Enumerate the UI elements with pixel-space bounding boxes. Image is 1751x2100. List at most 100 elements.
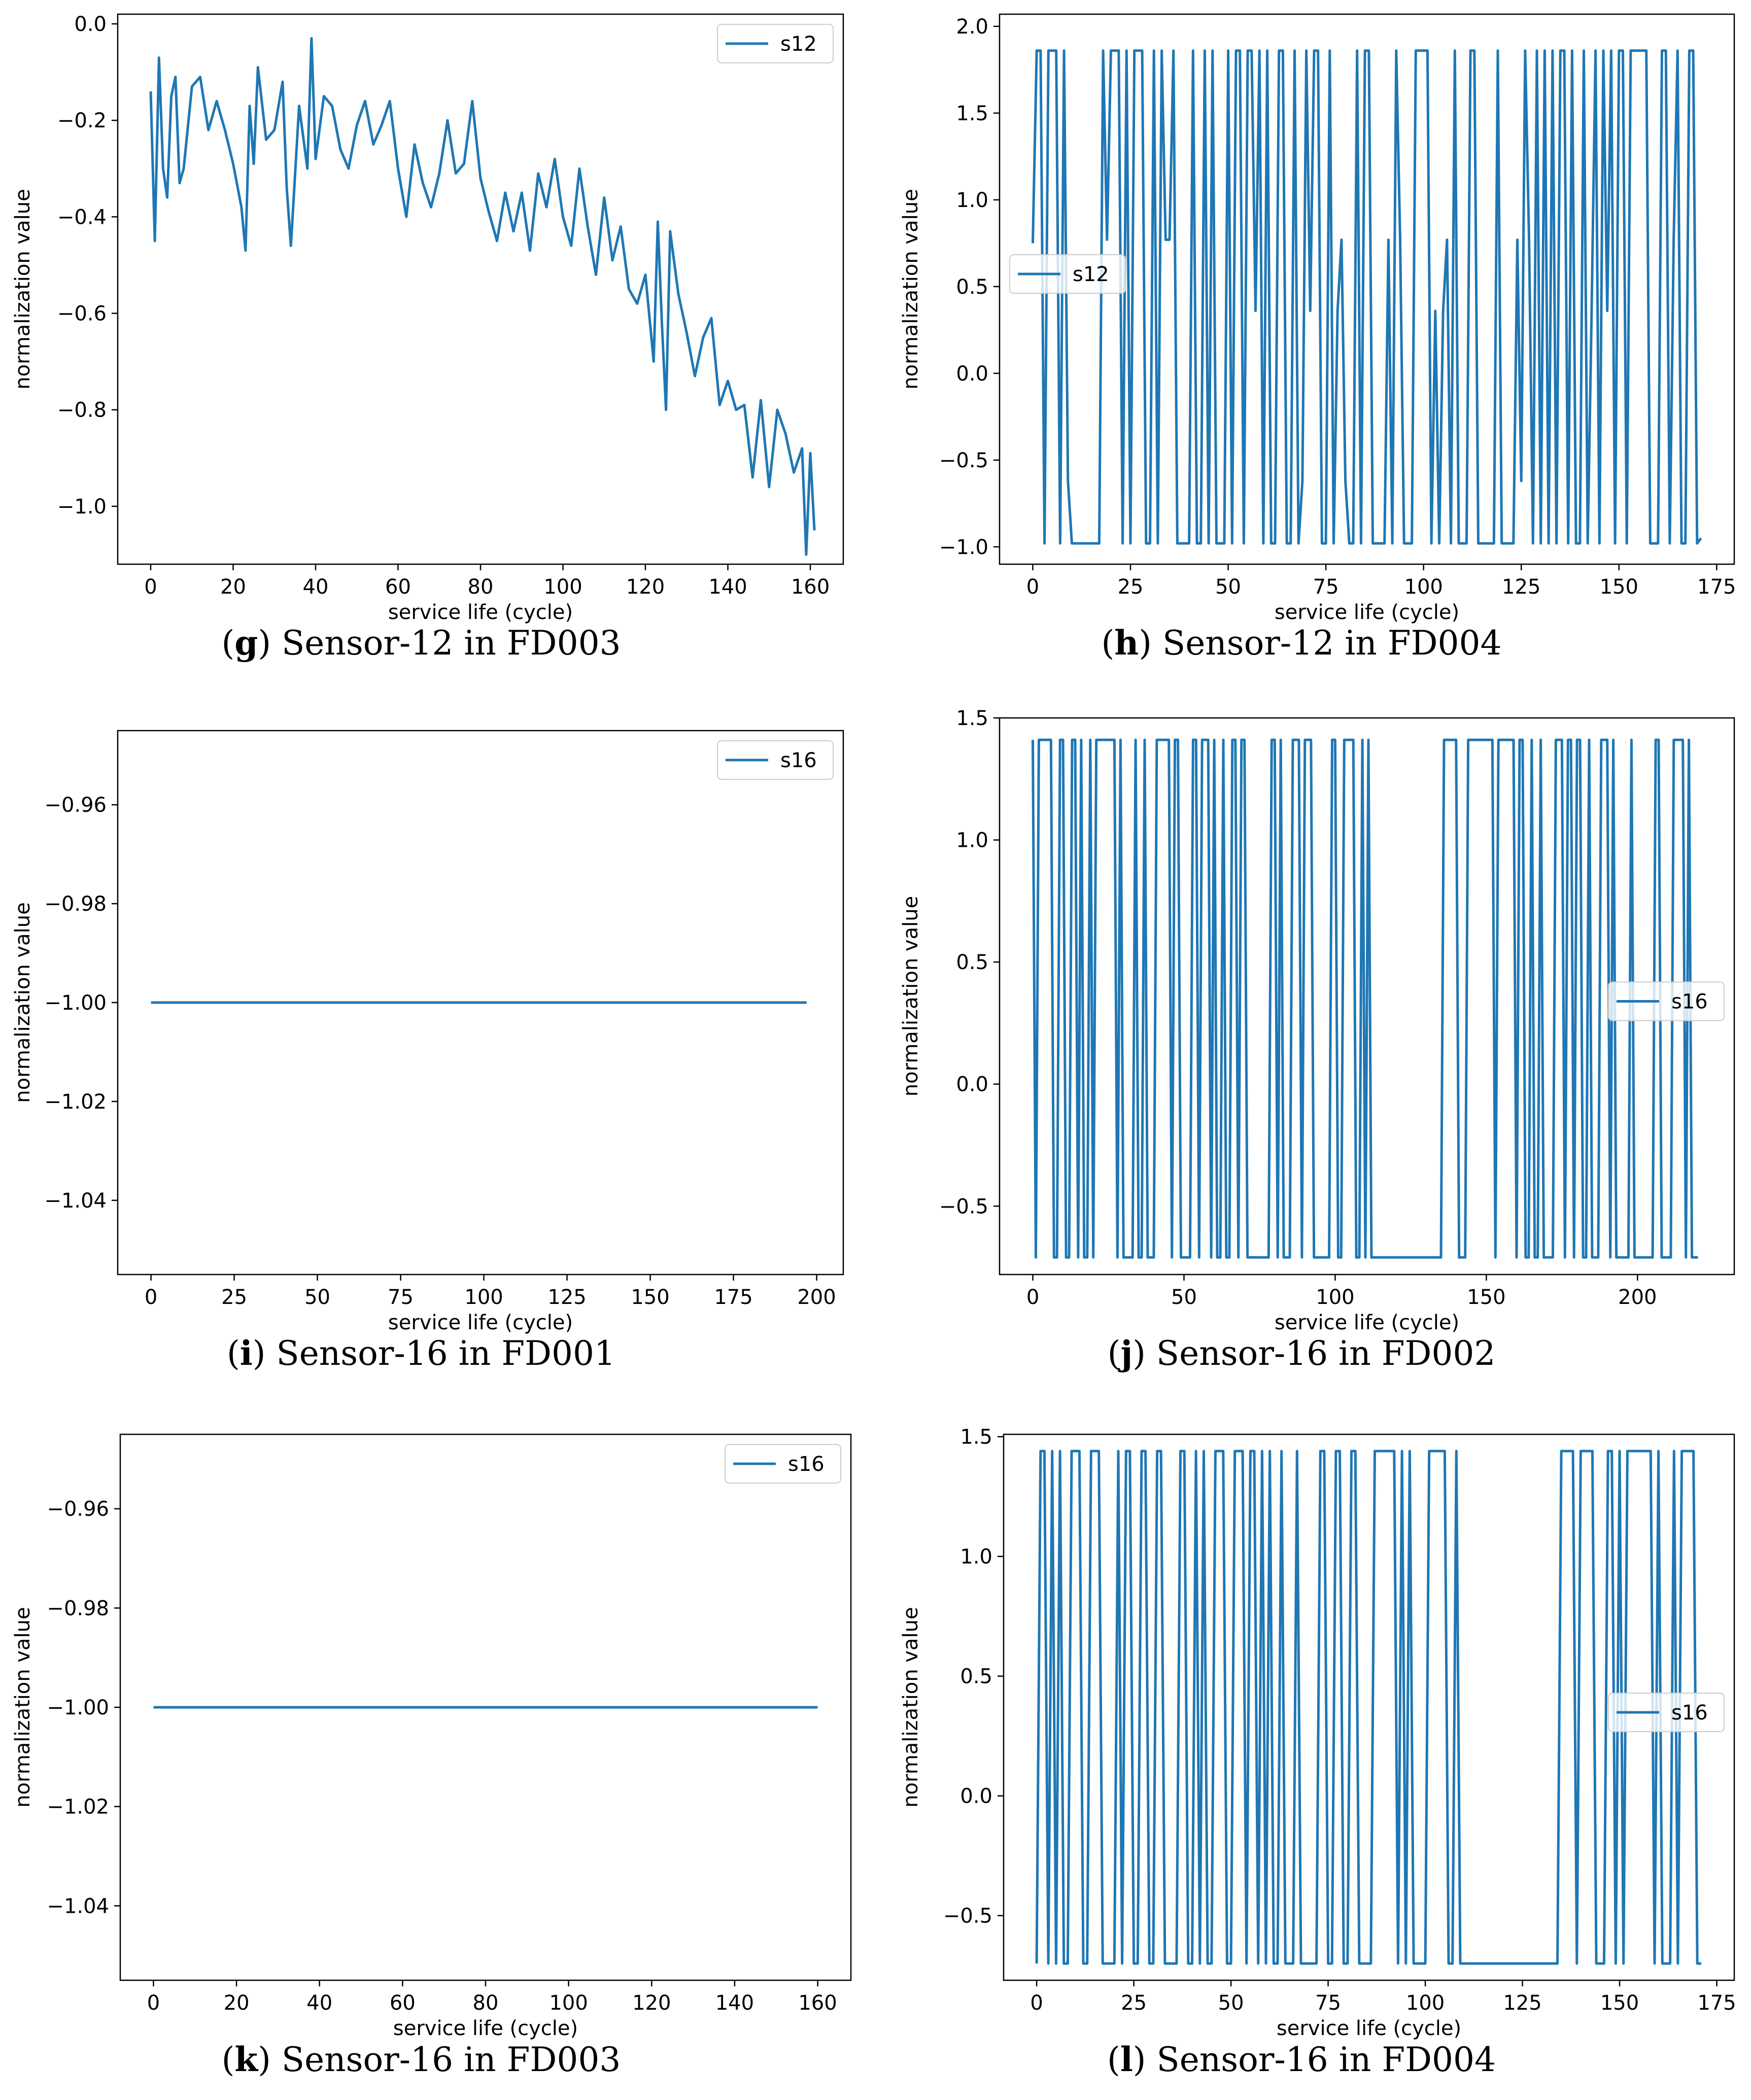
legend-box: [1009, 254, 1126, 294]
y-tick-label: 0.0: [960, 1785, 992, 1808]
x-tick-label: 140: [708, 575, 747, 599]
y-tick-label: −0.6: [57, 302, 107, 326]
y-tick-label: −1.0: [939, 536, 988, 559]
chart-panel-h: 0 25 50 75 100 125 150 175 2.0 1.5 1.0 0.5 0.0 −0.5 −1…: [899, 13, 1736, 663]
x-tick-label: 0: [144, 575, 157, 599]
x-tick-label: 200: [1618, 1286, 1657, 1309]
x-tick-label: 0: [1030, 1991, 1043, 2015]
x-tick-label: 50: [1215, 575, 1241, 599]
y-tick-label: −0.98: [47, 1597, 109, 1620]
y-tick-label: −0.5: [939, 449, 988, 472]
legend-label: s12: [780, 32, 817, 56]
chart-panel-j: 0 50 100 150 200 1.5 1.0 0.5 0.0 −0.5 service life…: [899, 707, 1735, 1373]
y-tick-label: −1.04: [44, 1189, 107, 1213]
panel-letter: k: [234, 2040, 258, 2079]
series-line-s12: [149, 37, 816, 556]
x-axis-label: service life (cycle): [1277, 2017, 1461, 2040]
y-tick-label: −0.8: [57, 399, 107, 422]
x-tick-label: 25: [1121, 1991, 1147, 2015]
legend: s16: [1608, 981, 1725, 1021]
series-line-s16: [1032, 738, 1698, 1259]
y-tick-label: −0.4: [57, 205, 107, 229]
x-tick-label: 50: [1171, 1286, 1197, 1309]
legend: s12: [717, 24, 834, 63]
x-tick-label: 100: [1406, 1991, 1445, 2015]
x-axis-label: service life (cycle): [388, 601, 573, 624]
x-tick-label: 150: [1600, 575, 1638, 599]
x-axis-label: service life (cycle): [1275, 1311, 1459, 1334]
y-tick-label: 1.0: [960, 1545, 992, 1569]
y-tick-label: −0.96: [44, 794, 107, 817]
x-tick-label: 100: [464, 1286, 503, 1309]
y-tick-label: 0.0: [956, 362, 988, 386]
panel-letter: j: [1118, 1333, 1132, 1373]
y-tick-label: −0.5: [943, 1905, 992, 1928]
chart-panel-l: 0 25 50 75 100 125 150 175 1.5 1.0 0.5 0.0 −0.5 servi…: [899, 1426, 1736, 2079]
x-tick-label: 125: [1503, 1991, 1541, 2015]
panel-letter: h: [1114, 623, 1139, 663]
y-axis-label: normalization value: [899, 189, 922, 389]
chart-panel-g: 0 20 40 60 80 100 120 140 160 0.0 −0.2 −0.4 −0.6 −0.8…: [11, 13, 844, 663]
x-tick-label: 125: [547, 1286, 586, 1309]
y-tick-label: 1.0: [956, 189, 988, 212]
x-tick-label: 100: [1316, 1286, 1354, 1309]
y-axis-label: normalization value: [11, 1607, 35, 1807]
y-tick-label: −0.2: [57, 109, 107, 132]
x-tick-label: 25: [221, 1286, 247, 1309]
panel-letter: g: [234, 623, 258, 663]
y-axis-label: normalization value: [11, 189, 35, 389]
x-tick-label: 80: [468, 575, 494, 599]
panel-caption: (j) Sensor-16 in FD002: [1108, 1333, 1496, 1373]
x-axis-label: service life (cycle): [393, 2017, 578, 2040]
x-tick-label: 120: [632, 1991, 671, 2015]
y-tick-label: −1.00: [47, 1696, 109, 1719]
x-tick-label: 100: [549, 1991, 588, 2015]
x-tick-label: 160: [798, 1991, 837, 2015]
y-tick-label: −0.98: [44, 892, 107, 916]
x-tick-label: 160: [791, 575, 830, 599]
plot-frame: [117, 13, 844, 565]
y-tick-label: 0.5: [956, 276, 988, 299]
x-tick-label: 0: [1026, 575, 1039, 599]
x-tick-label: 50: [1218, 1991, 1244, 2015]
legend-box: [717, 740, 834, 780]
y-tick-label: 1.5: [960, 1426, 992, 1449]
legend-label: s16: [1671, 1701, 1708, 1725]
panel-caption: (i) Sensor-16 in FD001: [227, 1333, 615, 1373]
x-tick-label: 50: [304, 1286, 330, 1309]
x-tick-label: 40: [306, 1991, 332, 2015]
panel-caption: (g) Sensor-12 in FD003: [221, 623, 621, 663]
x-axis-label: service life (cycle): [1275, 601, 1459, 624]
x-tick-label: 80: [473, 1991, 499, 2015]
x-tick-label: 175: [714, 1286, 752, 1309]
y-tick-label: −0.5: [939, 1195, 988, 1218]
y-tick-label: −1.04: [47, 1895, 109, 1918]
x-tick-label: 0: [1026, 1286, 1039, 1309]
y-tick-label: −1.02: [47, 1796, 109, 1819]
x-tick-label: 100: [1404, 575, 1443, 599]
y-axis-label: normalization value: [899, 896, 922, 1096]
panel-caption: (h) Sensor-12 in FD004: [1102, 623, 1502, 663]
legend-box: [717, 24, 834, 63]
y-tick-label: 0.0: [74, 13, 107, 36]
x-tick-label: 150: [1600, 1991, 1639, 2015]
legend: s16: [1608, 1693, 1725, 1732]
legend: s16: [725, 1444, 841, 1484]
y-tick-label: −1.00: [44, 991, 107, 1015]
x-tick-label: 150: [631, 1286, 669, 1309]
legend-label: s16: [1671, 990, 1708, 1014]
x-tick-label: 75: [1313, 575, 1339, 599]
series-line-s16: [1035, 1450, 1701, 1965]
x-tick-label: 0: [145, 1286, 157, 1309]
panel-caption: (l) Sensor-16 in FD004: [1107, 2040, 1496, 2079]
x-tick-label: 140: [715, 1991, 754, 2015]
panel-letter: i: [240, 1333, 253, 1373]
x-axis-label: service life (cycle): [388, 1311, 573, 1334]
chart-panel-k: 0 20 40 60 80 100 120 140 160 −0.96 −0.98 −1.00 −1.0…: [11, 1433, 852, 2079]
x-tick-label: 200: [797, 1286, 836, 1309]
chart-panel-i: 0 25 50 75 100 125 150 175 200 −0.96 −0.98 −1.00 −1.…: [11, 730, 844, 1373]
y-tick-label: 2.0: [956, 15, 988, 39]
x-tick-label: 60: [385, 575, 411, 599]
y-tick-label: −1.02: [44, 1090, 107, 1114]
